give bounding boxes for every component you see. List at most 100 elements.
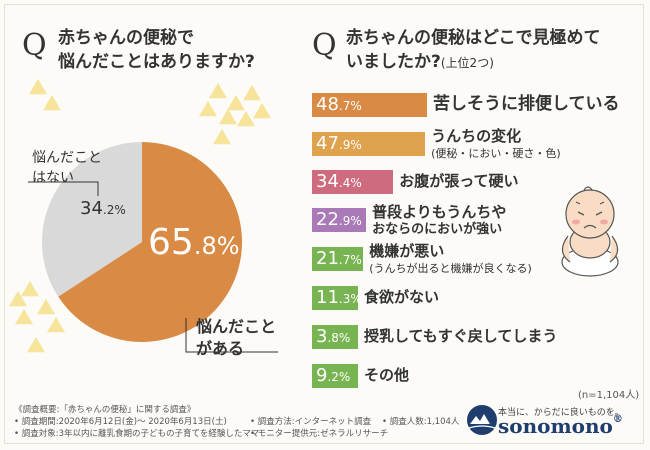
bar-label-sub: おならのにおいが強い: [372, 222, 503, 237]
pie-label-no-line1: 悩んだこと: [32, 150, 102, 166]
right-question-line2: いましたか?(上位2つ): [346, 52, 494, 72]
bar: [312, 286, 358, 310]
bar-label-sub: (便秘・におい・硬さ・色): [431, 147, 561, 160]
triangle-decoration: [21, 281, 39, 297]
bar-label-main: 苦しそうに排便している: [433, 94, 620, 114]
pie-value-no-int: 34: [80, 198, 103, 219]
pie-leader-no: [28, 181, 99, 196]
bar-label-main: お腹が張って硬い: [399, 172, 519, 190]
footer-count: • 調査人数:1,104人: [382, 417, 460, 427]
bar-value-int: 3: [316, 326, 328, 347]
triangle-decoration: [243, 85, 261, 101]
pie-value-yes-dec: .8%: [193, 232, 240, 260]
pie-slice-yes: [58, 142, 243, 343]
pie-value-no: 34.2%: [80, 198, 126, 219]
pie-label-no-line2: はない: [32, 170, 74, 186]
bar: [312, 93, 427, 117]
bar-value-int: 48: [316, 94, 339, 115]
bar-value-dec: .2%: [327, 370, 351, 384]
logo-mark: ®: [612, 414, 623, 425]
triangle-decoration: [227, 95, 245, 111]
bar-value-int: 11: [316, 287, 339, 308]
bar-label-main: うんちの変化: [431, 127, 522, 145]
triangle-decoration: [9, 291, 27, 307]
left-question-line2: 悩んだことはありますか?: [58, 52, 255, 72]
bar: [312, 170, 394, 194]
left-question-line1: 赤ちゃんの便秘で: [58, 28, 194, 48]
left-question-mark: Q: [22, 28, 47, 63]
triangle-decoration: [219, 109, 237, 125]
bar-value: 22.9%: [316, 208, 362, 233]
logo-tagline: 本当に、からだに良いものを。: [498, 408, 624, 418]
bar: [312, 132, 426, 156]
bar-value: 47.9%: [316, 132, 362, 157]
bar-value-int: 9: [316, 365, 328, 386]
triangle-decoration: [237, 111, 255, 127]
triangle-decoration: [29, 79, 47, 95]
bar-value-dec: .9%: [338, 214, 362, 228]
bar-value-dec: .7%: [338, 253, 362, 267]
bar-label-main: 機嫌が悪い: [369, 242, 445, 260]
bar-label: うんちの変化 (便秘・におい・硬さ・色): [431, 128, 561, 162]
logo-name: sonomono®: [498, 414, 623, 438]
bar-label: その他: [364, 367, 409, 384]
bar-label-main: その他: [364, 366, 410, 384]
bar-value-int: 47: [316, 133, 339, 154]
footer-method: • 調査方法:インターネット調査: [250, 417, 372, 427]
bar-label: 食欲がない: [364, 289, 439, 306]
bar-label: 苦しそうに排便している: [433, 96, 620, 113]
bar-value: 3.8%: [316, 325, 350, 350]
triangle-decoration: [209, 83, 227, 99]
bar-value: 48.7%: [316, 93, 362, 118]
bar: [312, 325, 358, 349]
footer-period: • 調査期間:2020年6月12日(金)〜 2020年6月13日(土): [14, 417, 227, 427]
triangle-decoration: [253, 103, 271, 119]
bar-value-dec: .9%: [338, 138, 362, 152]
bar-label-sub: (うんちが出ると機嫌が良くなる): [369, 262, 532, 275]
triangle-decoration: [15, 309, 33, 325]
footer-target: • 調査対象:3年以内に離乳食期の子どもの子育てを経験したママ: [14, 429, 260, 439]
right-question-text: 赤ちゃんの便秘はどこで見極めて いましたか?(上位2つ): [346, 26, 601, 75]
bar-label: 機嫌が悪い (うんちが出ると機嫌が良くなる): [369, 243, 532, 277]
pie-value-no-dec: .2%: [102, 203, 126, 217]
bar-value: 9.2%: [316, 364, 350, 389]
bar-value-dec: .4%: [338, 176, 362, 190]
bar-value-int: 34: [316, 171, 339, 192]
bar-label-main: 授乳してもすぐ戻してしまう: [364, 327, 558, 345]
right-question-mark: Q: [312, 28, 337, 63]
triangle-decoration: [37, 299, 55, 315]
bar-value-int: 21: [316, 248, 339, 269]
pie-label-no: 悩んだこと はない: [32, 148, 102, 188]
triangle-decoration: [43, 95, 61, 111]
footer-title: 《調査概要:「赤ちゃんの便秘」に関する調査》: [14, 405, 196, 415]
frame-border: [4, 4, 644, 444]
pie-value-yes-int: 65: [148, 222, 194, 263]
bar-value-dec: .7%: [338, 99, 362, 113]
bar-label-main: 食欲がない: [364, 288, 440, 306]
pie-label-yes-line2: がある: [196, 339, 245, 358]
bar-value-dec: .3%: [338, 292, 362, 306]
footer-provider: • モニター提供元:ゼネラルリサーチ: [250, 429, 389, 439]
bar-value-dec: .8%: [327, 331, 351, 345]
pie-label-yes: 悩んだこと がある: [196, 316, 276, 360]
pie-slice-no: [42, 142, 142, 297]
bar-label: 普段よりもうんちや おならのにおいが強い: [372, 204, 506, 238]
bar: [312, 247, 364, 271]
triangle-decoration: [47, 317, 65, 333]
sample-size: (n=1,104人): [578, 390, 640, 401]
right-question-line1: 赤ちゃんの便秘はどこで見極めて: [346, 28, 601, 48]
pie-label-yes-line1: 悩んだこと: [196, 317, 277, 336]
bar-label: 授乳してもすぐ戻してしまう: [364, 328, 557, 345]
triangle-decoration: [27, 337, 45, 353]
left-question-text: 赤ちゃんの便秘で 悩んだことはありますか?: [58, 26, 255, 74]
pie-leader-yes: [185, 318, 278, 353]
bar-value: 11.3%: [316, 286, 362, 311]
bar-value-int: 22: [316, 209, 339, 230]
bar: [312, 208, 367, 232]
right-question-note: (上位2つ): [440, 56, 494, 70]
pie-value-yes: 65.8%: [148, 222, 240, 263]
